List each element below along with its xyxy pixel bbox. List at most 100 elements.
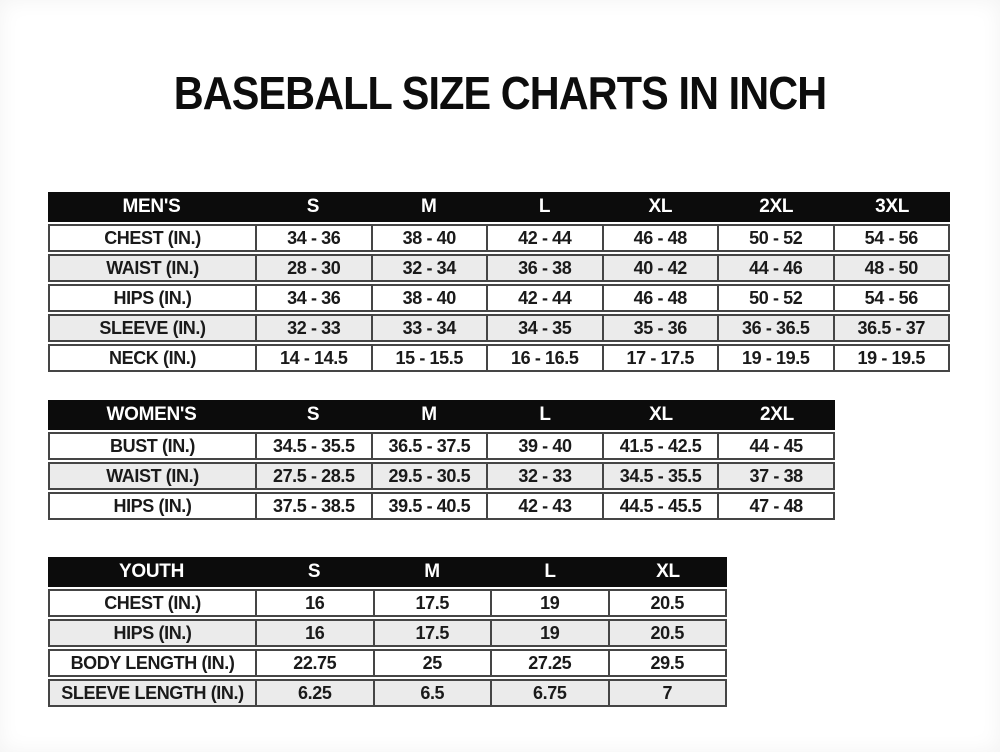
size-value-cell: 44.5 - 45.5 [601, 494, 718, 518]
measurement-label-cell: HIPS (IN.) [113, 496, 192, 516]
size-value-cell: 50 - 52 [717, 286, 833, 310]
size-value-cell: 16 [255, 621, 373, 645]
table-row: WAIST (IN.) 27.5 - 28.5 29.5 - 30.5 32 - 33… [48, 462, 835, 490]
size-value-cell: 34 - 36 [255, 226, 371, 250]
size-header-cell: M [421, 404, 437, 425]
size-value-cell: 39.5 - 40.5 [370, 494, 487, 518]
size-value-cell: 47 - 48 [717, 494, 833, 518]
size-value-cell: 27.5 - 28.5 [255, 464, 371, 488]
size-value-cell: 19 - 19.5 [717, 346, 833, 370]
size-header-cell: S [306, 404, 320, 425]
size-header-cell: M [424, 561, 440, 582]
size-value-cell: 37 - 38 [717, 464, 833, 488]
size-value-cell: 32 - 33 [486, 464, 602, 488]
size-value-cell: 46 - 48 [601, 226, 718, 250]
size-value-cell: 54 - 56 [832, 286, 949, 310]
size-value-cell: 32 - 33 [255, 316, 371, 340]
size-value-cell: 22.75 [255, 651, 373, 675]
size-value-cell: 34 - 36 [255, 286, 371, 310]
size-header-cell: L [539, 404, 551, 425]
mens-size-table: MEN'S S M L XL 2XL 3XL CHEST (IN.) 34 - 36 38 - 4… [48, 192, 950, 372]
measurement-label-cell: CHEST (IN.) [104, 593, 201, 613]
size-value-cell: 39 - 40 [486, 434, 602, 458]
table-title-cell: WOMEN'S [106, 404, 197, 425]
size-value-cell: 44 - 46 [717, 256, 833, 280]
size-value-cell: 38 - 40 [370, 226, 487, 250]
table-row: BUST (IN.) 34.5 - 35.5 36.5 - 37.5 39 - 40 4… [48, 432, 835, 460]
size-value-cell: 16 - 16.5 [486, 346, 602, 370]
size-header-cell: M [420, 196, 437, 217]
size-header-cell: 2XL [759, 196, 794, 217]
size-value-cell: 35 - 36 [601, 316, 718, 340]
size-value-cell: 17.5 [372, 621, 491, 645]
size-value-cell: 42 - 43 [486, 494, 602, 518]
table-row: SLEEVE (IN.) 32 - 33 33 - 34 34 - 35 35 - 36… [48, 314, 950, 342]
size-value-cell: 36.5 - 37 [832, 316, 949, 340]
table-row: HIPS (IN.) 37.5 - 38.5 39.5 - 40.5 42 - 43 4… [48, 492, 835, 520]
size-header-cell: 3XL [875, 196, 910, 217]
size-value-cell: 38 - 40 [370, 286, 487, 310]
size-value-cell: 19 - 19.5 [832, 346, 949, 370]
page-title: BASEBALL SIZE CHARTS IN INCH [173, 67, 827, 119]
measurement-label-cell: BODY LENGTH (IN.) [70, 653, 235, 673]
measurement-label-cell: HIPS (IN.) [113, 623, 192, 643]
size-value-cell: 37.5 - 38.5 [255, 494, 371, 518]
measurement-label-cell: CHEST (IN.) [104, 228, 201, 248]
size-header-cell: 2XL [760, 404, 794, 425]
size-value-cell: 42 - 44 [486, 226, 602, 250]
measurement-label-cell: SLEEVE (IN.) [99, 318, 206, 338]
table-row: HIPS (IN.) 34 - 36 38 - 40 42 - 44 46 - 48 50… [48, 284, 950, 312]
size-value-cell: 14 - 14.5 [255, 346, 371, 370]
size-header-cell: L [544, 561, 556, 582]
table-row: CHEST (IN.) 16 17.5 19 20.5 [48, 589, 727, 617]
size-value-cell: 34.5 - 35.5 [255, 434, 371, 458]
size-value-cell: 42 - 44 [486, 286, 602, 310]
measurement-label-cell: WAIST (IN.) [106, 258, 199, 278]
size-value-cell: 7 [607, 681, 726, 705]
table-row: NECK (IN.) 14 - 14.5 15 - 15.5 16 - 16.5 17 … [48, 344, 950, 372]
youth-size-table: YOUTH S M L XL CHEST (IN.) 16 17.5 19 20.5 HIPS (I… [48, 557, 727, 707]
size-value-cell: 36.5 - 37.5 [370, 434, 487, 458]
size-value-cell: 44 - 45 [717, 434, 833, 458]
table-header-row: YOUTH S M L XL [48, 557, 727, 587]
size-header-cell: S [306, 196, 320, 217]
size-value-cell: 46 - 48 [601, 286, 718, 310]
size-value-cell: 50 - 52 [717, 226, 833, 250]
size-value-cell: 15 - 15.5 [370, 346, 487, 370]
size-value-cell: 33 - 34 [370, 316, 487, 340]
size-value-cell: 34 - 35 [486, 316, 602, 340]
table-row: CHEST (IN.) 34 - 36 38 - 40 42 - 44 46 - 48 5… [48, 224, 950, 252]
table-header-row: MEN'S S M L XL 2XL 3XL [48, 192, 950, 222]
size-value-cell: 29.5 - 30.5 [370, 464, 487, 488]
size-value-cell: 6.75 [490, 681, 608, 705]
table-row: SLEEVE LENGTH (IN.) 6.25 6.5 6.75 7 [48, 679, 727, 707]
table-row: WAIST (IN.) 28 - 30 32 - 34 36 - 38 40 - 42 4… [48, 254, 950, 282]
size-value-cell: 17.5 [372, 591, 491, 615]
size-header-cell: S [307, 561, 321, 582]
measurement-label-cell: NECK (IN.) [109, 348, 196, 368]
size-value-cell: 27.25 [490, 651, 608, 675]
size-value-cell: 36 - 38 [486, 256, 602, 280]
table-header-row: WOMEN'S S M L XL 2XL [48, 400, 835, 430]
size-value-cell: 25 [372, 651, 491, 675]
size-header-cell: XL [649, 404, 673, 425]
size-value-cell: 40 - 42 [601, 256, 718, 280]
size-value-cell: 6.25 [255, 681, 373, 705]
measurement-label-cell: SLEEVE LENGTH (IN.) [61, 683, 244, 703]
size-value-cell: 28 - 30 [255, 256, 371, 280]
size-header-cell: L [538, 196, 551, 217]
size-value-cell: 29.5 [607, 651, 726, 675]
size-value-cell: 48 - 50 [832, 256, 949, 280]
measurement-label-cell: WAIST (IN.) [106, 466, 199, 486]
size-header-cell: XL [656, 561, 680, 582]
measurement-label-cell: HIPS (IN.) [113, 288, 192, 308]
table-row: HIPS (IN.) 16 17.5 19 20.5 [48, 619, 727, 647]
size-value-cell: 54 - 56 [832, 226, 949, 250]
womens-size-table: WOMEN'S S M L XL 2XL BUST (IN.) 34.5 - 35.5 36.5… [48, 400, 835, 520]
size-value-cell: 19 [490, 621, 608, 645]
size-value-cell: 36 - 36.5 [717, 316, 833, 340]
size-header-cell: XL [648, 196, 673, 217]
size-value-cell: 20.5 [607, 591, 726, 615]
table-row: BODY LENGTH (IN.) 22.75 25 27.25 29.5 [48, 649, 727, 677]
